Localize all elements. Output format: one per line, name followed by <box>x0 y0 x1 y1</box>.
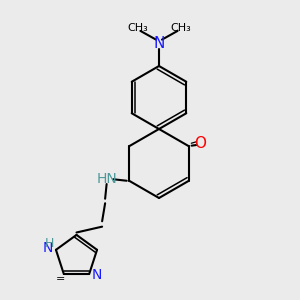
Text: CH₃: CH₃ <box>170 23 191 33</box>
Text: =: = <box>56 274 65 284</box>
Text: N: N <box>153 36 165 51</box>
Text: N: N <box>92 268 102 283</box>
Text: CH₃: CH₃ <box>127 23 148 33</box>
Text: N: N <box>43 241 53 255</box>
Text: HN: HN <box>96 172 117 186</box>
Text: H: H <box>45 237 54 250</box>
Text: O: O <box>194 136 206 152</box>
